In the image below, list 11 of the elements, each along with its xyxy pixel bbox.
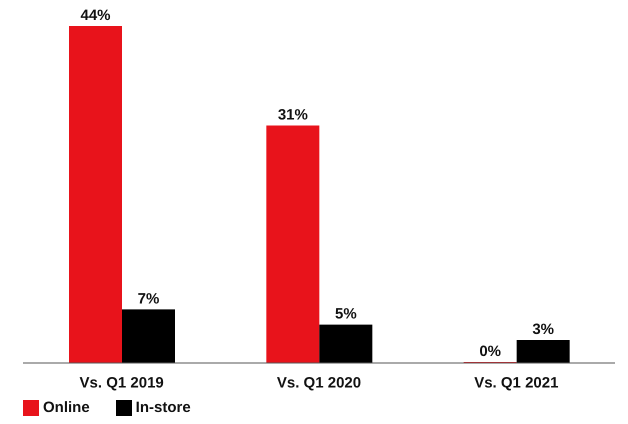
x-tick-label: Vs. Q1 2019: [80, 374, 164, 392]
data-label: 5%: [334, 306, 357, 323]
data-label: 31%: [278, 106, 308, 124]
data-label: 44%: [80, 7, 111, 24]
x-tick-label: Vs. Q1 2020: [276, 374, 362, 392]
data-label: 3%: [532, 320, 554, 338]
data-label: 0%: [479, 342, 502, 360]
x-tick-label: Vs. Q1 2021: [474, 374, 558, 392]
data-label: 7%: [138, 290, 160, 308]
legend-label: In-store: [136, 398, 191, 416]
legend-label: Online: [43, 398, 90, 416]
